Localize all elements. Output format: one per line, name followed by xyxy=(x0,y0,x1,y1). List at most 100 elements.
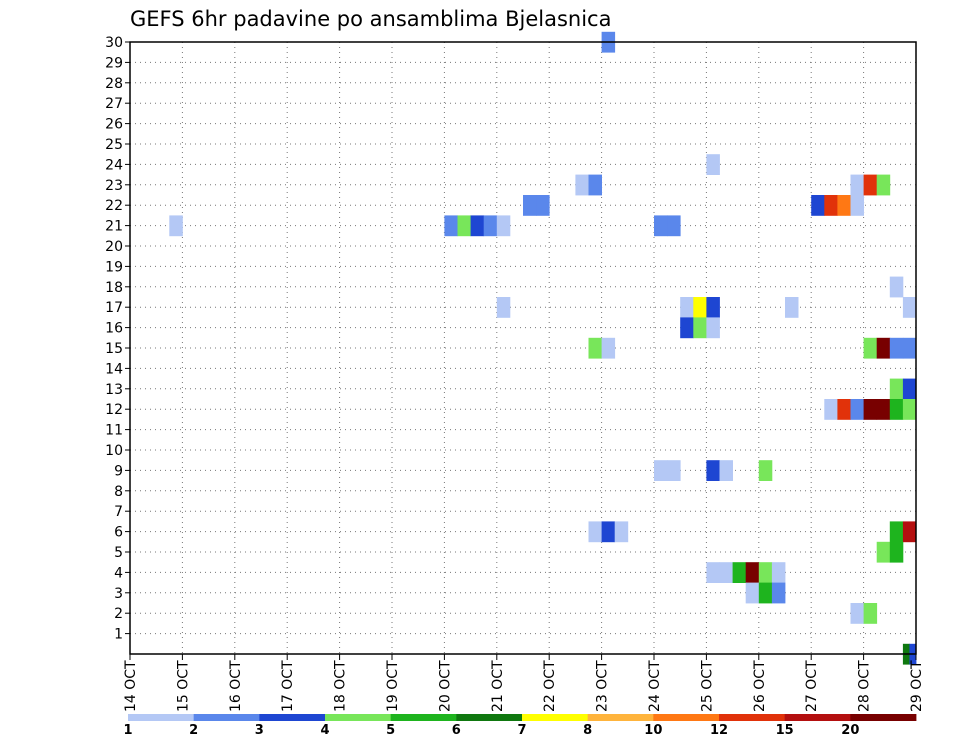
data-cell xyxy=(902,378,917,400)
x-axis-ticks: 14 OCT 15 OCT 16 OCT 17 OCT 18 OCT 19 OCT 20 O… xyxy=(123,654,925,712)
legend-swatch xyxy=(390,714,457,721)
data-cell xyxy=(575,174,589,196)
x-tick-label: 24 OCT xyxy=(647,660,663,712)
x-tick-label: 14 OCT xyxy=(123,660,139,712)
y-tick-label: 8 xyxy=(114,484,123,500)
legend-swatch xyxy=(193,714,260,721)
y-tick-label: 18 xyxy=(105,280,123,296)
data-cell xyxy=(876,337,891,359)
data-cell xyxy=(706,297,720,318)
data-cell xyxy=(654,215,668,237)
data-cell xyxy=(732,562,747,583)
data-cell xyxy=(863,174,878,196)
y-tick-label: 12 xyxy=(105,402,123,418)
data-cell xyxy=(902,297,917,318)
y-tick-label: 14 xyxy=(105,361,123,377)
x-tick-label: 17 OCT xyxy=(280,660,296,712)
legend-label: 10 xyxy=(644,723,662,738)
legend-label: 8 xyxy=(583,723,592,738)
data-cells xyxy=(169,31,917,665)
data-cell xyxy=(719,460,733,481)
x-tick-label: 26 OCT xyxy=(752,660,768,712)
data-cell xyxy=(457,215,471,237)
y-tick-label: 11 xyxy=(105,423,123,439)
data-cell xyxy=(706,154,720,175)
data-cell xyxy=(588,174,602,196)
plot-frame xyxy=(129,41,917,655)
data-cell xyxy=(824,399,838,420)
data-cell xyxy=(680,317,694,339)
legend-label: 3 xyxy=(255,723,264,738)
data-cell xyxy=(863,399,878,420)
data-cell xyxy=(889,378,904,400)
data-cell xyxy=(496,297,511,318)
legend-swatch xyxy=(259,714,326,721)
y-tick-label: 13 xyxy=(105,382,123,398)
data-cell xyxy=(850,174,864,196)
data-cell xyxy=(667,460,681,481)
data-cell xyxy=(863,337,878,359)
data-cell xyxy=(889,337,904,359)
y-tick-label: 9 xyxy=(114,463,123,479)
y-tick-label: 27 xyxy=(105,96,123,112)
data-cell xyxy=(824,195,838,216)
data-cell xyxy=(771,562,786,583)
y-tick-label: 10 xyxy=(105,443,123,459)
data-cell xyxy=(811,195,825,216)
y-tick-label: 28 xyxy=(105,76,123,92)
data-cell xyxy=(876,399,891,420)
x-tick-label: 15 OCT xyxy=(175,660,191,712)
data-cell xyxy=(523,195,537,216)
data-cell xyxy=(758,460,773,481)
legend-label: 4 xyxy=(320,723,329,738)
legend-label: 1 xyxy=(123,723,132,738)
data-cell xyxy=(850,399,864,420)
data-cell xyxy=(693,297,707,318)
y-tick-label: 15 xyxy=(105,341,123,357)
y-tick-label: 21 xyxy=(105,219,123,235)
data-cell xyxy=(706,317,720,339)
data-cell xyxy=(536,195,550,216)
x-tick-label: 23 OCT xyxy=(595,660,611,712)
legend-label: 12 xyxy=(710,723,728,738)
x-tick-label: 19 OCT xyxy=(385,660,401,712)
legend-label: 20 xyxy=(841,723,859,738)
x-tick-label: 21 OCT xyxy=(490,660,506,712)
data-cell xyxy=(771,582,786,604)
color-legend: 1 2 3 4 5 6 7 8 10 12 15 20 xyxy=(123,714,917,738)
data-cell xyxy=(902,521,917,543)
data-cell xyxy=(889,276,904,298)
data-cell xyxy=(693,317,707,339)
legend-swatch xyxy=(522,714,589,721)
y-tick-label: 30 xyxy=(105,35,123,51)
data-cell xyxy=(169,215,183,237)
y-tick-label: 24 xyxy=(105,157,123,173)
data-cell xyxy=(889,541,904,563)
data-cell xyxy=(745,562,760,583)
legend-swatch xyxy=(784,714,851,721)
y-tick-label: 4 xyxy=(114,565,123,581)
legend-swatch xyxy=(719,714,786,721)
y-tick-label: 16 xyxy=(105,321,123,337)
y-tick-label: 17 xyxy=(105,300,123,316)
data-cell xyxy=(614,521,629,543)
y-tick-label: 2 xyxy=(114,606,123,622)
x-tick-label: 18 OCT xyxy=(333,660,349,712)
data-cell xyxy=(588,337,602,359)
x-tick-label: 28 OCT xyxy=(857,660,873,712)
data-cell xyxy=(785,297,799,318)
y-axis-ticks: 1234567891011121314151617181920212223242… xyxy=(105,35,130,643)
y-tick-label: 26 xyxy=(105,117,123,133)
y-tick-label: 19 xyxy=(105,259,123,275)
data-cell xyxy=(902,399,917,420)
legend-swatch xyxy=(325,714,392,721)
y-tick-label: 23 xyxy=(105,178,123,194)
y-tick-label: 25 xyxy=(105,137,123,153)
grid-lines xyxy=(130,41,917,654)
data-cell xyxy=(680,297,694,318)
data-cell xyxy=(483,215,498,237)
chart-title: GEFS 6hr padavine po ansamblima Bjelasni… xyxy=(130,7,611,31)
data-cell xyxy=(837,399,851,420)
data-cell xyxy=(601,337,616,359)
